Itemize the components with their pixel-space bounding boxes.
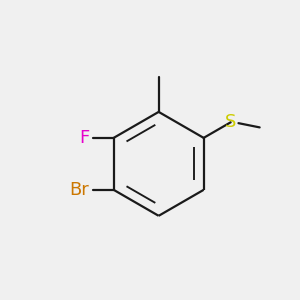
Text: Br: Br — [70, 181, 89, 199]
Text: S: S — [225, 113, 236, 131]
Text: F: F — [79, 129, 89, 147]
